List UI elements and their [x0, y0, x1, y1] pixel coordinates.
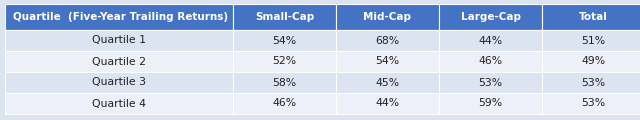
Text: Quartile 1: Quartile 1	[92, 36, 146, 45]
Bar	[5, 93, 233, 114]
Text: 54%: 54%	[376, 57, 399, 66]
Bar	[439, 4, 542, 30]
Text: Quartile 3: Quartile 3	[92, 78, 146, 87]
Bar	[233, 72, 336, 93]
Text: 45%: 45%	[376, 78, 399, 87]
Bar	[542, 72, 640, 93]
Bar	[233, 4, 336, 30]
Bar	[439, 51, 542, 72]
Bar	[542, 93, 640, 114]
Text: 52%: 52%	[273, 57, 296, 66]
Text: 46%: 46%	[273, 99, 296, 108]
Bar	[5, 72, 233, 93]
Text: Small-Cap: Small-Cap	[255, 12, 314, 22]
Text: 44%: 44%	[376, 99, 399, 108]
Bar	[336, 30, 439, 51]
Bar	[5, 30, 233, 51]
Text: Quartile  (Five-Year Trailing Returns): Quartile (Five-Year Trailing Returns)	[13, 12, 228, 22]
Bar	[5, 4, 233, 30]
Text: Quartile 2: Quartile 2	[92, 57, 146, 66]
Text: 53%: 53%	[581, 99, 605, 108]
Bar	[233, 51, 336, 72]
Bar	[439, 72, 542, 93]
Text: Mid-Cap: Mid-Cap	[364, 12, 412, 22]
Text: 58%: 58%	[273, 78, 296, 87]
Text: 51%: 51%	[581, 36, 605, 45]
Text: 46%: 46%	[479, 57, 502, 66]
Text: Quartile 4: Quartile 4	[92, 99, 146, 108]
Text: 54%: 54%	[273, 36, 296, 45]
Bar	[336, 93, 439, 114]
Bar	[336, 72, 439, 93]
Bar	[5, 51, 233, 72]
Text: 53%: 53%	[581, 78, 605, 87]
Bar	[542, 4, 640, 30]
Bar	[542, 51, 640, 72]
Text: Total: Total	[579, 12, 608, 22]
Text: 68%: 68%	[376, 36, 399, 45]
Bar	[336, 4, 439, 30]
Text: 59%: 59%	[479, 99, 502, 108]
Text: Large-Cap: Large-Cap	[461, 12, 520, 22]
Bar	[233, 30, 336, 51]
Bar	[439, 30, 542, 51]
Bar	[542, 30, 640, 51]
Bar	[439, 93, 542, 114]
Bar	[233, 93, 336, 114]
Text: 44%: 44%	[479, 36, 502, 45]
Text: 53%: 53%	[479, 78, 502, 87]
Text: 49%: 49%	[581, 57, 605, 66]
Bar	[336, 51, 439, 72]
